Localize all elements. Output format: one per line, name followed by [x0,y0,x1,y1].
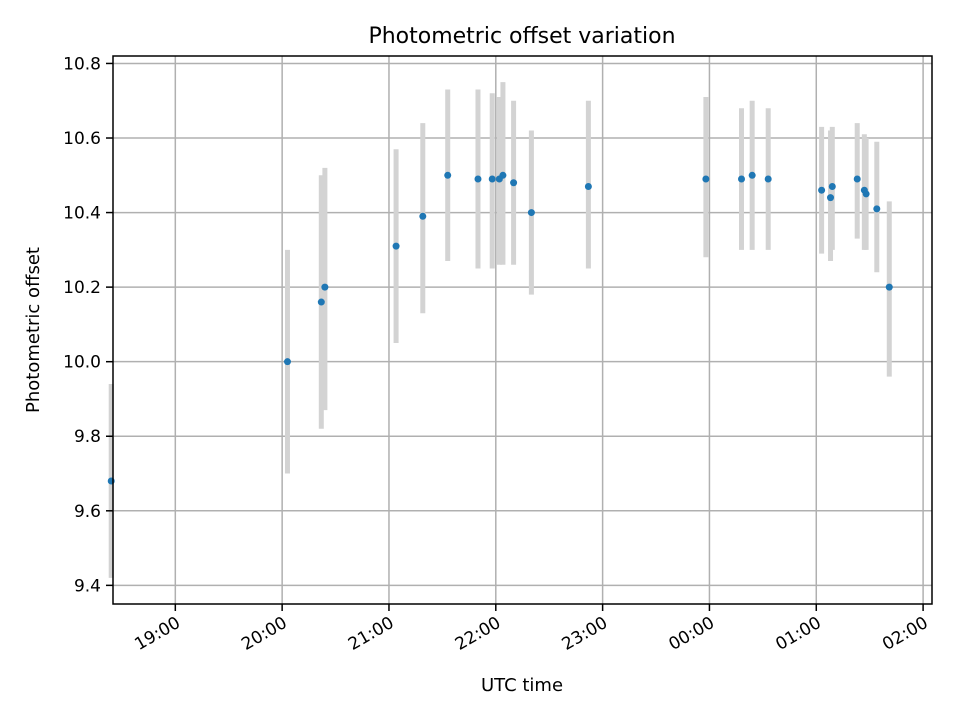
y-tick-label: 10.8 [63,54,101,74]
y-tick-label: 10.4 [63,204,101,224]
x-tick-label: 22:00 [452,613,504,655]
data-point [853,175,861,183]
data-points [107,171,893,485]
y-axis-label: Photometric offset [23,247,44,413]
chart-title: Photometric offset variation [368,24,675,49]
x-tick-label: 00:00 [666,613,718,655]
data-point [474,175,482,183]
y-tick-label: 9.6 [74,502,101,522]
x-tick-label: 21:00 [345,613,397,655]
data-point [862,190,870,198]
data-point [702,175,710,183]
y-tick-label: 10.2 [63,278,101,298]
data-point [488,175,496,183]
x-tick-label: 19:00 [131,613,183,655]
x-axis-label: UTC time [481,675,563,696]
error-bars [108,82,892,578]
data-point [584,182,592,190]
y-tick-label: 10.0 [63,353,101,373]
grid [113,56,932,604]
data-point [419,212,427,220]
data-point [827,194,835,202]
data-point [764,175,772,183]
plot-frame [112,55,933,605]
x-axis-ticks: 19:00 20:00 21:00 22:00 23:00 00:00 01:00 02:00 [131,604,932,655]
data-point [527,209,535,217]
y-tick-label: 9.4 [74,576,101,596]
x-tick-label: 01:00 [772,613,824,655]
x-tick-label: 02:00 [879,613,931,655]
y-axis-ticks: 9.4 9.6 9.8 10.0 10.2 10.4 10.6 10.8 [63,54,113,596]
y-tick-label: 9.8 [74,427,101,447]
data-point [392,242,400,250]
data-point [444,171,452,179]
y-tick-label: 10.6 [63,129,101,149]
x-tick-label: 23:00 [559,613,611,655]
data-point [499,171,507,179]
data-point [828,182,836,190]
x-tick-label: 20:00 [238,613,290,655]
data-point [510,179,518,187]
data-point [737,175,745,183]
data-point [748,171,756,179]
data-point [283,358,291,366]
data-point [321,283,329,291]
data-point [885,283,893,291]
data-point [818,186,826,194]
data-point [873,205,881,213]
data-point [317,298,325,306]
